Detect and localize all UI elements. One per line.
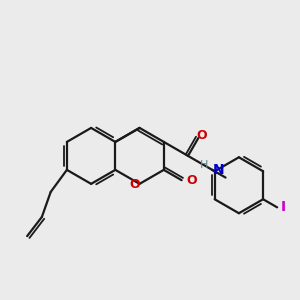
Text: O: O bbox=[129, 178, 140, 191]
Text: H: H bbox=[200, 160, 208, 170]
Text: O: O bbox=[196, 129, 207, 142]
Text: O: O bbox=[186, 174, 197, 187]
Text: I: I bbox=[281, 200, 286, 214]
Text: N: N bbox=[213, 163, 224, 177]
